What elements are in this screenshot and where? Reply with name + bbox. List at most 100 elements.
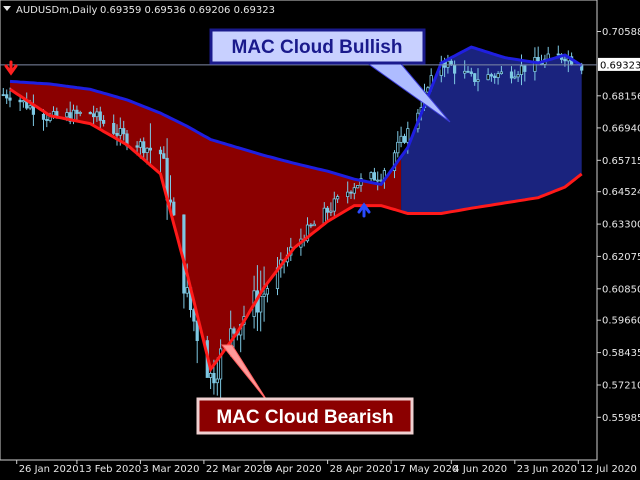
candle	[466, 66, 470, 73]
candle	[148, 123, 152, 167]
x-tick-label: 26 Jan 2020	[19, 464, 79, 475]
candle	[509, 66, 514, 84]
candle	[402, 133, 407, 144]
lower-band-line	[9, 88, 583, 373]
candle	[493, 73, 497, 84]
candle	[346, 181, 350, 204]
candle	[45, 114, 49, 128]
current-price-value: 0.69323	[600, 60, 640, 71]
symbol-timeframe-label: AUDUSDm,Daily	[16, 5, 98, 16]
y-tick-label: 0.64524	[602, 187, 640, 198]
header-collapse-icon[interactable]	[3, 6, 11, 11]
candle	[349, 190, 353, 199]
x-tick-label: 13 Feb 2020	[79, 464, 141, 475]
candle	[262, 266, 266, 322]
candle	[396, 131, 400, 158]
candle	[1, 88, 5, 97]
candle	[215, 357, 219, 396]
candle	[208, 370, 213, 389]
x-tick-label: 22 Mar 2020	[206, 464, 269, 475]
candle	[499, 66, 504, 75]
candle	[172, 197, 176, 216]
y-tick-label: 0.62075	[602, 252, 640, 263]
candle	[352, 183, 356, 200]
candle	[265, 282, 270, 303]
x-tick-label: 9 Apr 2020	[266, 464, 321, 475]
lines-layer	[9, 45, 583, 373]
y-axis: 0.70588 0.68156 0.66940 0.65715 0.64524 0.633…	[597, 27, 640, 424]
candle	[335, 194, 340, 203]
candle	[486, 68, 490, 81]
callout-bullish-text: MAC Cloud Bullish	[232, 37, 403, 58]
candle	[115, 124, 119, 146]
candle	[356, 184, 360, 189]
candle	[463, 60, 467, 79]
candle	[556, 45, 560, 56]
current-price-tag: 0.69323	[598, 57, 640, 71]
y-tick-label: 0.63300	[602, 220, 640, 231]
bullish-cloud	[401, 47, 582, 214]
candle	[513, 69, 517, 80]
candle	[259, 270, 263, 332]
candle	[95, 108, 99, 122]
y-tick-label: 0.68156	[602, 91, 640, 102]
candle	[325, 206, 330, 221]
candle	[372, 167, 377, 181]
candle	[18, 96, 22, 111]
callout-bearish: MAC Cloud Bearish	[196, 344, 414, 435]
candle	[476, 68, 480, 92]
candle	[489, 72, 494, 82]
buy-arrow-icon	[357, 202, 371, 218]
candle	[142, 137, 146, 160]
candle	[102, 115, 106, 127]
candle	[78, 110, 82, 117]
sell-arrow-icon	[4, 60, 18, 76]
bearish-cloud	[10, 81, 402, 370]
x-tick-label: 3 Mar 2020	[142, 464, 199, 475]
candle	[168, 175, 173, 209]
x-tick-label: 12 Jul 2020	[580, 464, 637, 475]
candle	[88, 111, 92, 115]
ohlc-label: 0.69359 0.69536 0.69206 0.69323	[100, 5, 275, 16]
candle	[523, 65, 527, 82]
candle	[332, 191, 336, 216]
y-tick-label: 0.59660	[602, 316, 640, 327]
x-tick-label: 23 Jun 2020	[517, 464, 577, 475]
candle	[496, 71, 500, 85]
callout-bearish-text: MAC Cloud Bearish	[216, 407, 393, 428]
candle	[218, 339, 223, 406]
x-tick-label: 4 Jun 2020	[453, 464, 507, 475]
candle	[98, 106, 102, 131]
candle	[516, 71, 520, 82]
chart-header: AUDUSDm,Daily 0.69359 0.69536 0.69206 0.…	[3, 5, 275, 16]
y-tick-label: 0.58435	[602, 348, 640, 359]
candle	[399, 126, 403, 148]
y-tick-label: 0.66940	[602, 123, 640, 134]
clouds-layer	[10, 47, 582, 370]
y-tick-label: 0.70588	[602, 27, 640, 38]
x-tick-label: 28 Apr 2020	[330, 464, 392, 475]
candle	[376, 171, 380, 191]
y-tick-label: 0.60850	[602, 284, 640, 295]
candle	[5, 89, 9, 104]
upper-band-line	[9, 45, 583, 187]
candle	[309, 223, 313, 229]
candle	[162, 146, 166, 159]
plot-frame	[0, 0, 598, 461]
candle	[469, 67, 473, 77]
x-axis: 26 Jan 2020 13 Feb 2020 3 Mar 2020 22 Mar 2…	[16, 460, 637, 475]
y-tick-label: 0.65715	[602, 156, 640, 167]
candle	[92, 105, 96, 125]
candle	[473, 73, 477, 86]
candle	[122, 120, 126, 141]
candle	[112, 114, 116, 135]
candle	[312, 220, 316, 227]
callout-bullish: MAC Cloud Bullish	[209, 28, 451, 123]
y-tick-label: 0.55985	[602, 413, 640, 424]
x-tick-label: 17 May 2020	[393, 464, 458, 475]
candle	[329, 202, 333, 216]
candle	[21, 99, 26, 108]
candle	[158, 146, 163, 177]
